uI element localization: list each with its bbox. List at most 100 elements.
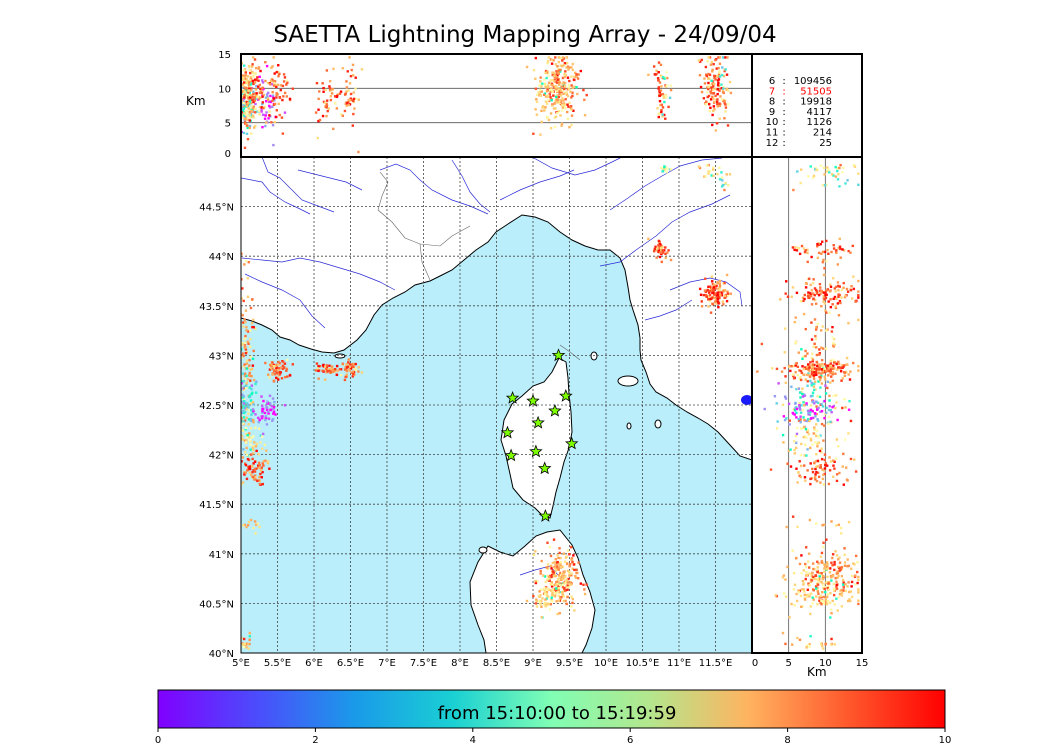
- strike-altitude-point: [823, 472, 826, 476]
- lat-tick-label: 40.5°N: [199, 599, 234, 610]
- strike-point: [237, 466, 239, 468]
- strike-altitude-point: [233, 111, 235, 113]
- strike-altitude-point: [722, 85, 725, 89]
- strike-altitude-point: [554, 115, 558, 118]
- strike-altitude-point: [811, 596, 814, 599]
- strike-altitude-point: [825, 568, 828, 571]
- strike-altitude-point: [831, 303, 834, 306]
- strike-altitude-point: [831, 373, 834, 376]
- strike-altitude-point: [657, 115, 660, 119]
- strike-altitude-point: [261, 79, 264, 82]
- strike-altitude-point: [796, 170, 799, 173]
- strike-altitude-point: [815, 595, 818, 598]
- strike-point: [279, 371, 282, 374]
- strike-altitude-point: [549, 87, 553, 90]
- strike-point: [716, 300, 720, 303]
- strike-point: [552, 570, 555, 574]
- strike-point: [251, 411, 255, 414]
- strike-altitude-point: [816, 570, 819, 574]
- strike-altitude-point: [817, 580, 820, 583]
- strike-altitude-point: [820, 402, 823, 406]
- stats-entry: 9:4117: [769, 107, 832, 118]
- strike-point: [277, 374, 280, 377]
- strike-altitude-point: [826, 563, 829, 566]
- strike-altitude-point: [825, 538, 828, 541]
- strike-altitude-point: [812, 370, 816, 374]
- strike-point: [702, 293, 706, 297]
- strike-point: [247, 260, 250, 264]
- strike-point: [347, 361, 350, 364]
- strike-point: [725, 173, 728, 176]
- strike-point: [658, 242, 662, 246]
- strike-point: [350, 363, 353, 366]
- map-grid: [241, 157, 752, 653]
- strike-point: [723, 296, 726, 299]
- strike-point: [582, 583, 585, 586]
- strike-point: [712, 166, 715, 170]
- strike-altitude-point: [825, 464, 829, 467]
- strike-altitude-point: [811, 366, 815, 369]
- strike-point: [718, 291, 721, 294]
- strike-altitude-point: [338, 92, 342, 95]
- strike-altitude-point: [834, 550, 837, 553]
- strike-altitude-point: [711, 80, 715, 83]
- strike-altitude-point: [351, 74, 355, 77]
- strike-point: [317, 377, 320, 380]
- strike-altitude-point: [822, 576, 825, 579]
- strike-altitude-point: [247, 89, 251, 92]
- strike-point: [347, 358, 350, 361]
- strike-altitude-point: [821, 574, 825, 578]
- strike-altitude-point: [246, 138, 250, 141]
- strike-altitude-point: [836, 281, 840, 284]
- strike-point: [245, 374, 248, 378]
- strike-altitude-point: [563, 85, 567, 88]
- strike-altitude-point: [251, 98, 254, 102]
- strike-altitude-point: [535, 113, 539, 116]
- strike-altitude-point: [810, 574, 814, 578]
- strike-altitude-point: [776, 420, 779, 423]
- strike-altitude-point: [557, 60, 561, 64]
- strike-altitude-point: [250, 94, 253, 97]
- strike-point: [258, 463, 262, 467]
- strike-altitude-point: [566, 95, 570, 98]
- strike-altitude-point: [822, 545, 825, 549]
- strike-altitude-point: [816, 583, 820, 586]
- strike-point: [258, 525, 261, 529]
- strike-point: [562, 572, 565, 575]
- strike-altitude-point: [345, 104, 349, 107]
- strike-point: [253, 470, 257, 473]
- strike-altitude-point: [789, 465, 793, 468]
- strike-altitude-point: [262, 93, 265, 97]
- strike-altitude-point: [834, 576, 837, 580]
- strike-altitude-point: [544, 69, 548, 73]
- strike-altitude-point: [823, 173, 826, 176]
- strike-altitude-point: [339, 112, 343, 116]
- strike-altitude-point: [252, 72, 255, 75]
- strike-point: [568, 553, 571, 556]
- strike-point: [546, 602, 549, 606]
- strike-point: [565, 578, 568, 582]
- strike-point: [238, 328, 240, 330]
- strike-altitude-point: [316, 136, 319, 140]
- strike-altitude-point: [549, 112, 553, 115]
- strike-altitude-point: [848, 599, 852, 603]
- strike-altitude-point: [566, 117, 570, 121]
- strike-point: [317, 365, 320, 368]
- strike-altitude-point: [784, 642, 787, 646]
- strike-altitude-point: [838, 285, 841, 288]
- strike-altitude-point: [824, 309, 827, 312]
- strike-altitude-point: [807, 413, 810, 416]
- strike-altitude-point: [810, 372, 814, 376]
- strike-altitude-point: [236, 77, 238, 79]
- strike-point: [268, 467, 271, 470]
- strike-altitude-point: [566, 76, 570, 79]
- strike-altitude-point: [543, 82, 547, 86]
- strike-point: [713, 283, 716, 287]
- strike-point: [233, 422, 235, 424]
- strike-altitude-point: [838, 245, 842, 248]
- strike-altitude-point: [818, 449, 822, 453]
- strike-altitude-point: [237, 88, 239, 90]
- strike-altitude-point: [804, 378, 807, 381]
- strike-altitude-point: [233, 100, 235, 102]
- lat-tick-label: 42.5°N: [199, 401, 234, 412]
